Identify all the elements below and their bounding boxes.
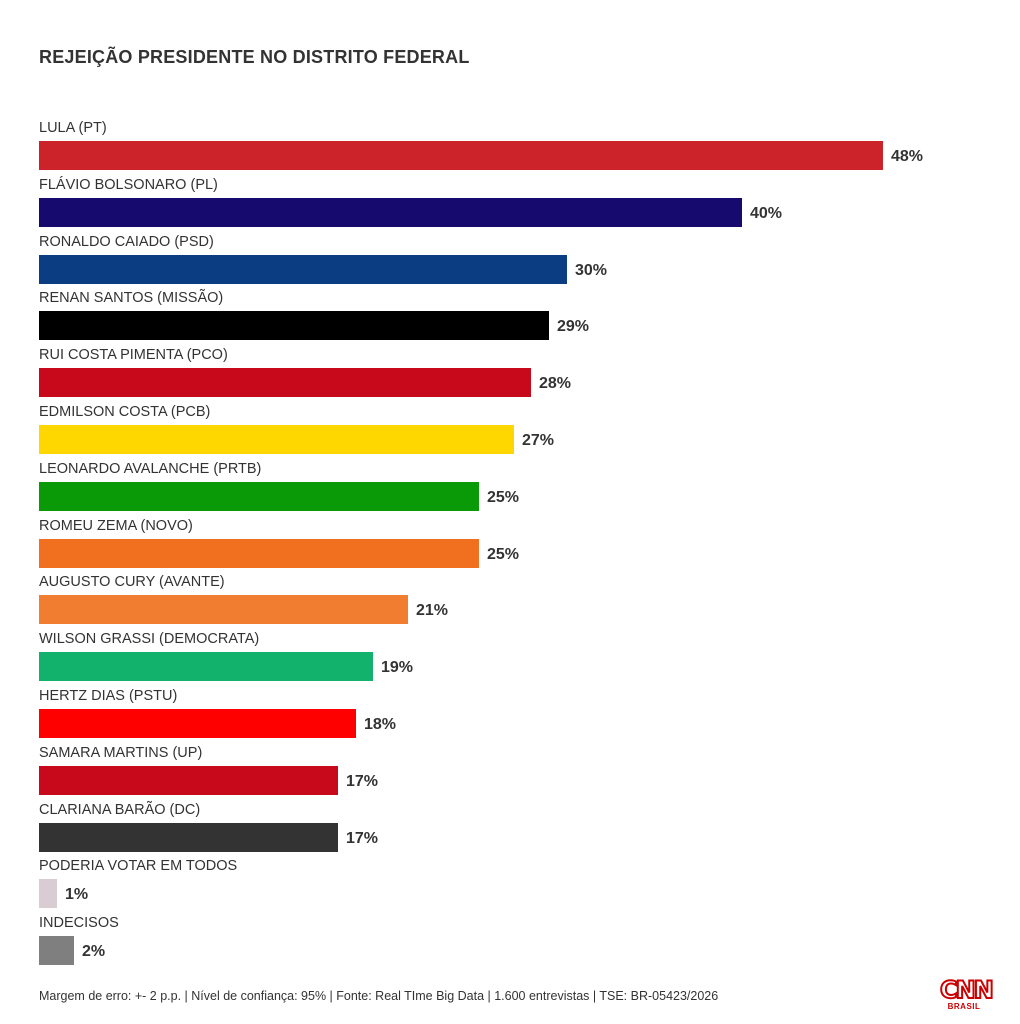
bar (39, 595, 408, 625)
bar-row: FLÁVIO BOLSONARO (PL) 40% (39, 177, 979, 234)
bar-row: LEONARDO AVALANCHE (PRTB) 25% (39, 461, 979, 518)
logo-subtitle: BRASIL (947, 1002, 981, 1011)
category-label: HERTZ DIAS (PSTU) (39, 688, 178, 704)
value-label: 19% (381, 659, 414, 677)
bar (39, 538, 479, 568)
bar (39, 765, 338, 795)
category-label: LEONARDO AVALANCHE (PRTB) (39, 460, 262, 477)
bar-row: AUGUSTO CURY (AVANTE) 21% (39, 574, 979, 631)
cnn-brasil-logo: CNN BRASIL (939, 976, 995, 1012)
value-label: 1% (65, 886, 89, 904)
bar (39, 481, 479, 511)
category-label: RONALDO CAIADO (PSD) (39, 233, 214, 250)
chart-title: REJEIÇÃO PRESIDENTE NO DISTRITO FEDERAL (39, 47, 470, 67)
value-label: 21% (416, 602, 449, 620)
category-label: INDECISOS (39, 915, 119, 932)
bar-row: WILSON GRASSI (DEMOCRATA) 19% (39, 631, 979, 688)
value-label: 30% (575, 261, 608, 279)
bar-row: LULA (PT) 48% (39, 120, 979, 177)
category-label: ROMEU ZEMA (NOVO) (39, 517, 193, 534)
bar-row: EDMILSON COSTA (PCB) 27% (39, 404, 979, 461)
value-label: 27% (522, 432, 555, 449)
category-label: PODERIA VOTAR EM TODOS (39, 858, 238, 875)
bar (39, 425, 514, 454)
bar (39, 709, 356, 738)
value-label: 40% (750, 204, 783, 222)
value-label: 18% (364, 716, 397, 733)
logo-wordmark: CNN (939, 976, 995, 1004)
bar (39, 822, 338, 852)
value-label: 29% (557, 318, 590, 336)
bar-row: SAMARA MARTINS (UP) 17% (39, 745, 979, 802)
category-label: SAMARA MARTINS (UP) (39, 744, 203, 761)
bar (39, 141, 883, 170)
bar-row: RONALDO CAIADO (PSD) 30% (39, 234, 979, 291)
category-label: CLARIANA BARÃO (DC) (39, 801, 201, 818)
category-label: FLÁVIO BOLSONARO (PL) (39, 176, 218, 193)
bar-row: PODERIA VOTAR EM TODOS 1% (39, 858, 979, 915)
bar (39, 311, 549, 341)
bar-row: INDECISOS 2% (39, 915, 979, 972)
category-label: EDMILSON COSTA (PCB) (39, 404, 211, 420)
bar-row: RUI COSTA PIMENTA (PCO) 28% (39, 347, 979, 404)
value-label: 25% (487, 488, 520, 506)
value-label: 17% (346, 829, 379, 847)
value-label: 17% (346, 772, 379, 790)
category-label: RUI COSTA PIMENTA (PCO) (39, 347, 228, 364)
bar (39, 197, 742, 227)
category-label: AUGUSTO CURY (AVANTE) (39, 574, 225, 591)
bar-row: ROMEU ZEMA (NOVO) 25% (39, 518, 979, 575)
bar-row: CLARIANA BARÃO (DC) 17% (39, 802, 979, 859)
value-label: 25% (487, 545, 520, 563)
bar-row: RENAN SANTOS (MISSÃO) 29% (39, 290, 979, 347)
bar-row: HERTZ DIAS (PSTU) 18% (39, 688, 979, 745)
category-label: WILSON GRASSI (DEMOCRATA) (39, 631, 260, 648)
value-label: 2% (82, 943, 106, 961)
bar (39, 879, 57, 909)
value-label: 28% (539, 375, 572, 393)
category-label: RENAN SANTOS (MISSÃO) (39, 290, 224, 307)
bar (39, 368, 531, 398)
value-label: 48% (891, 148, 924, 165)
bar (39, 254, 567, 284)
bar (39, 652, 373, 682)
category-label: LULA (PT) (39, 120, 107, 136)
footer-source-note: Margem de erro: +- 2 p.p. | Nível de con… (39, 989, 719, 1003)
bar (39, 936, 74, 966)
